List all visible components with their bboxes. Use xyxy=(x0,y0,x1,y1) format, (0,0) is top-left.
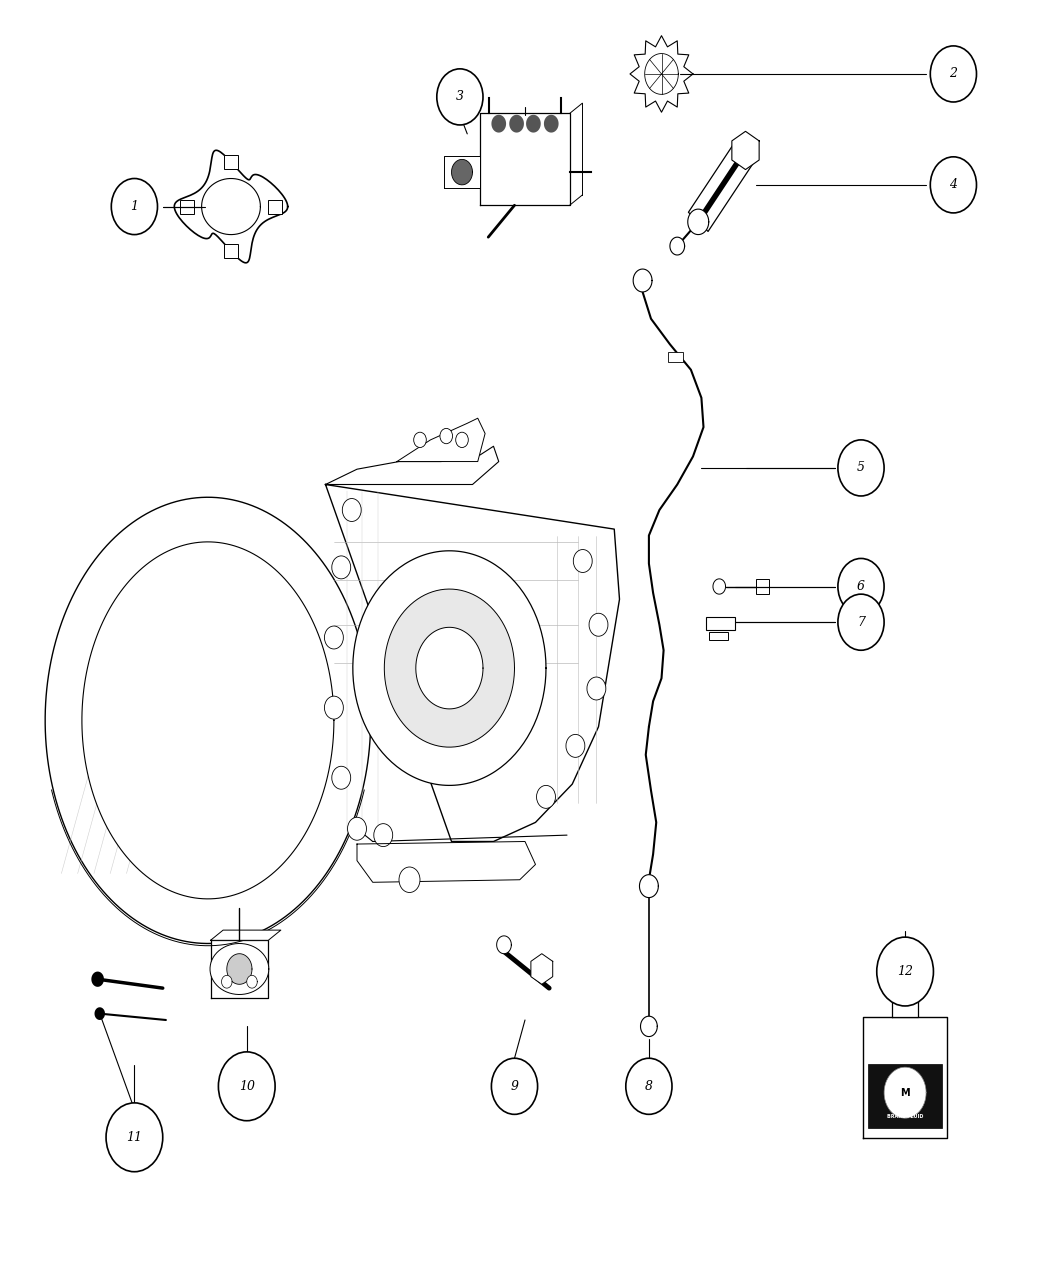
Text: 1: 1 xyxy=(130,200,139,213)
Text: 4: 4 xyxy=(949,179,958,191)
Polygon shape xyxy=(416,627,483,709)
Circle shape xyxy=(348,817,366,840)
Bar xyxy=(668,352,682,362)
Text: 9: 9 xyxy=(510,1080,519,1093)
Polygon shape xyxy=(670,237,685,255)
Circle shape xyxy=(838,440,884,496)
Circle shape xyxy=(332,556,351,579)
Polygon shape xyxy=(481,113,569,205)
Polygon shape xyxy=(210,941,269,997)
Circle shape xyxy=(537,785,555,808)
Polygon shape xyxy=(688,209,709,235)
Circle shape xyxy=(399,867,420,892)
Circle shape xyxy=(566,734,585,757)
Polygon shape xyxy=(639,875,658,898)
Polygon shape xyxy=(888,974,922,989)
Polygon shape xyxy=(630,36,693,112)
Circle shape xyxy=(374,824,393,847)
Polygon shape xyxy=(526,115,541,133)
Circle shape xyxy=(324,626,343,649)
Text: MOPAR: MOPAR xyxy=(897,1071,914,1076)
Circle shape xyxy=(626,1058,672,1114)
Circle shape xyxy=(218,1052,275,1121)
Text: 7: 7 xyxy=(857,616,865,629)
Circle shape xyxy=(342,499,361,521)
Polygon shape xyxy=(491,115,506,133)
Polygon shape xyxy=(732,131,759,170)
Circle shape xyxy=(877,937,933,1006)
Bar xyxy=(868,1063,942,1128)
Polygon shape xyxy=(353,551,546,785)
Bar xyxy=(706,617,735,630)
Polygon shape xyxy=(91,972,104,987)
Polygon shape xyxy=(544,115,559,133)
Bar xyxy=(709,632,728,640)
Circle shape xyxy=(587,677,606,700)
Polygon shape xyxy=(227,954,252,984)
Polygon shape xyxy=(531,954,552,984)
Polygon shape xyxy=(633,269,652,292)
Circle shape xyxy=(838,594,884,650)
Polygon shape xyxy=(94,1007,105,1020)
Text: 6: 6 xyxy=(857,580,865,593)
Polygon shape xyxy=(640,1016,657,1037)
Bar xyxy=(756,579,769,594)
Circle shape xyxy=(456,432,468,448)
Circle shape xyxy=(491,1058,538,1114)
Circle shape xyxy=(589,613,608,636)
Circle shape xyxy=(930,157,976,213)
Circle shape xyxy=(106,1103,163,1172)
Polygon shape xyxy=(174,150,288,263)
Circle shape xyxy=(414,432,426,448)
Circle shape xyxy=(838,558,884,615)
Polygon shape xyxy=(509,115,524,133)
Polygon shape xyxy=(443,157,481,189)
Text: 10: 10 xyxy=(238,1080,255,1093)
Polygon shape xyxy=(863,1017,947,1137)
Polygon shape xyxy=(713,579,726,594)
Text: 2: 2 xyxy=(949,68,958,80)
FancyBboxPatch shape xyxy=(224,245,238,258)
Polygon shape xyxy=(82,542,334,899)
Polygon shape xyxy=(247,975,257,988)
Polygon shape xyxy=(210,931,281,941)
Text: 12: 12 xyxy=(897,965,914,978)
Polygon shape xyxy=(357,842,536,882)
Text: BRAKE FLUID: BRAKE FLUID xyxy=(887,1114,923,1118)
Polygon shape xyxy=(45,497,371,944)
Polygon shape xyxy=(210,944,269,994)
Text: 3: 3 xyxy=(456,91,464,103)
Text: 5: 5 xyxy=(857,462,865,474)
Polygon shape xyxy=(892,989,918,1017)
Polygon shape xyxy=(326,446,499,485)
Text: 8: 8 xyxy=(645,1080,653,1093)
Polygon shape xyxy=(452,159,472,185)
Polygon shape xyxy=(384,589,514,747)
Text: 11: 11 xyxy=(126,1131,143,1144)
Polygon shape xyxy=(689,140,755,232)
Circle shape xyxy=(111,179,158,235)
Polygon shape xyxy=(326,484,620,842)
Polygon shape xyxy=(884,1067,926,1118)
Circle shape xyxy=(440,428,453,444)
FancyBboxPatch shape xyxy=(180,199,194,213)
Polygon shape xyxy=(222,975,232,988)
Circle shape xyxy=(573,550,592,572)
Polygon shape xyxy=(397,418,485,462)
Polygon shape xyxy=(497,936,511,954)
Circle shape xyxy=(324,696,343,719)
FancyBboxPatch shape xyxy=(268,199,282,213)
Text: M: M xyxy=(900,1088,910,1098)
FancyBboxPatch shape xyxy=(224,154,238,170)
Circle shape xyxy=(930,46,976,102)
Circle shape xyxy=(437,69,483,125)
Circle shape xyxy=(332,766,351,789)
